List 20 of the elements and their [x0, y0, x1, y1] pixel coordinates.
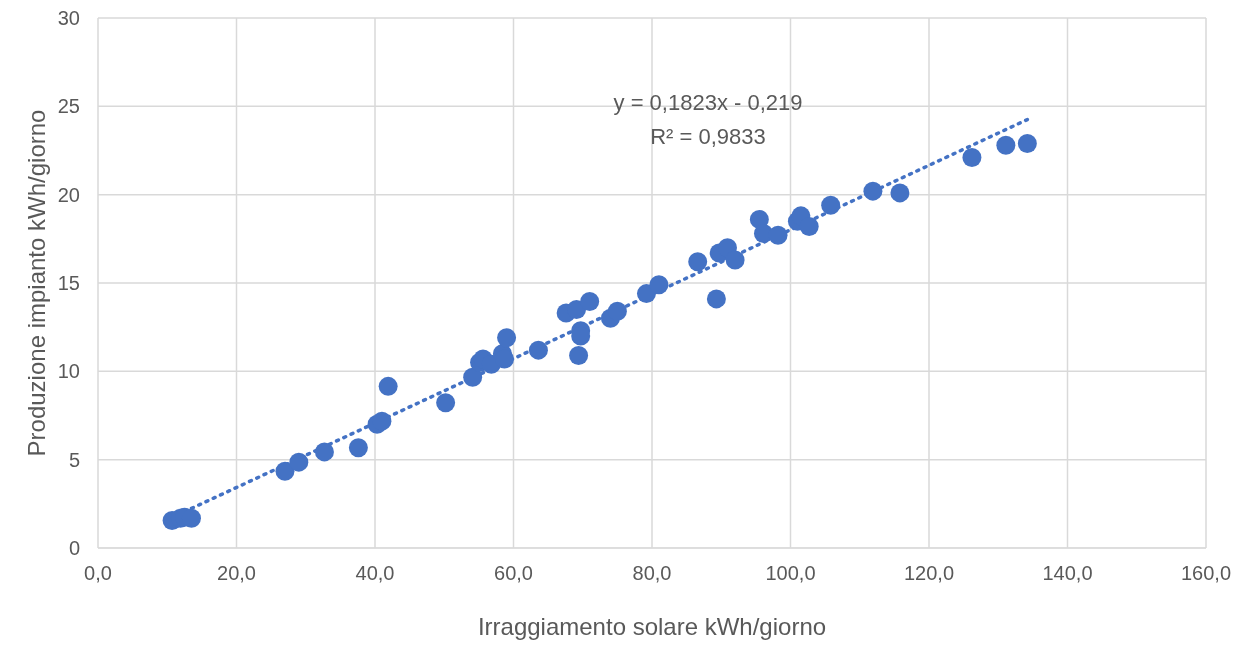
x-tick-label: 160,0	[1180, 562, 1232, 585]
y-tick-label: 25	[57, 95, 80, 118]
x-tick-label: 0,0	[84, 562, 112, 585]
y-tick-label: 15	[57, 272, 80, 295]
x-tick-label: 80,0	[632, 562, 672, 585]
x-tick-label: 60,0	[494, 562, 533, 585]
x-tick-label: 20,0	[217, 562, 256, 585]
x-tick-label: 120,0	[903, 562, 955, 585]
y-tick-label: 10	[57, 360, 80, 383]
y-tick-label: 30	[57, 7, 80, 30]
x-tick-label: 100,0	[765, 562, 816, 585]
y-axis-title: Produzione impianto kWh/giorno	[22, 109, 50, 457]
annotation: R² = 0,9833	[649, 123, 767, 151]
y-tick-label: 20	[57, 183, 80, 206]
x-axis-title: Irraggiamento solare kWh/giorno	[477, 613, 827, 641]
annotation: y = 0,1823x - 0,219	[612, 89, 804, 117]
x-tick-label: 140,0	[1042, 562, 1093, 585]
x-tick-label: 40,0	[355, 562, 395, 585]
y-tick-label: 0	[68, 537, 80, 560]
y-tick-label: 5	[68, 448, 80, 471]
